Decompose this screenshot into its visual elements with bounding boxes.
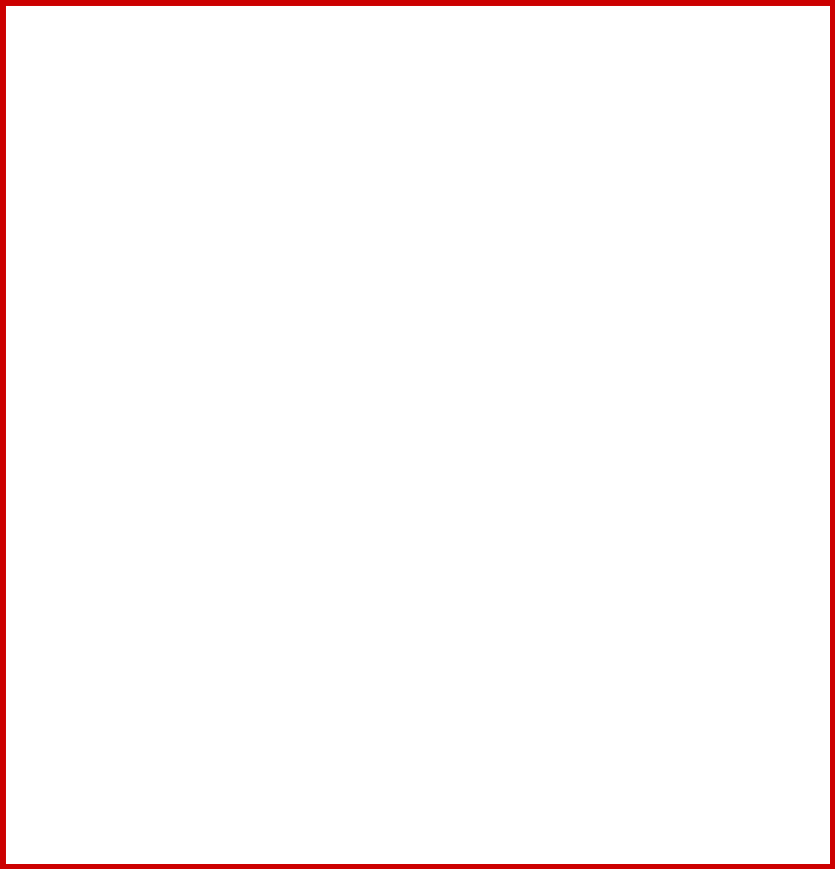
Text: Gemeinsam mit der regionalen Wirtschaft: Gemeinsam mit der regionalen Wirtschaft [349, 749, 598, 762]
Bar [486, 346, 813, 476]
Bar [8, 492, 116, 618]
Bar [486, 70, 813, 200]
Bar [126, 738, 821, 852]
Text: Hochschulübergreifende
Fakultäten: Hochschulübergreifende Fakultäten [48, 463, 76, 647]
Text: Fakultät 4   Architektur und Bauingenieurwesen
(Lausitz Gilly School of Architec: Fakultät 4 Architektur und Bauingenieurw… [271, 512, 676, 542]
Bar [120, 8, 827, 858]
Text: Fakultät 3   Gesundheits- & Sozial-
wesen: Fakultät 3 Gesundheits- & Sozial- wesen [496, 397, 725, 425]
Bar [126, 62, 468, 484]
Bar [478, 12, 821, 58]
Bar [486, 208, 813, 338]
Text: Fakultät 3   Maschinenbau &
Materialwissenschaften: Fakultät 3 Maschinenbau & Materialwissen… [144, 397, 333, 425]
Text: Hochschulübergreifende
Einrichtungen: Hochschulübergreifende Einrichtungen [48, 647, 76, 831]
Text: Fakultät 5 Betriebswirtschaftslehre & Wirtschaftsingenieurwesen
(Lausitz Busines: Fakultät 5 Betriebswirtschaftslehre & Wi… [249, 573, 698, 603]
Text: Fakultät 2   Biotechnologie & Che-
mische Verfahrenstechnik: Fakultät 2 Biotechnologie & Che- mische … [496, 259, 723, 287]
Bar [126, 682, 821, 732]
Text: Lausitz Doktorandenkolleg: Lausitz Doktorandenkolleg [372, 644, 575, 659]
Text: Fakultät 1   Energie- & Umwelttechnik: Fakultät 1 Energie- & Umwelttechnik [144, 129, 397, 142]
Bar [120, 8, 827, 618]
Text: Fakultät 2   Informationstechnologien
& Mathematik: Fakultät 2 Informationstechnologien & Ma… [144, 259, 393, 287]
Bar [478, 62, 821, 484]
Bar [126, 626, 821, 676]
Text: Fakultät 1   Ingenieurwissenschaften
& Informatik: Fakultät 1 Ingenieurwissenschaften & Inf… [496, 121, 740, 149]
Text: BTU Cottbus: BTU Cottbus [229, 25, 365, 44]
Bar [134, 346, 460, 476]
Bar [126, 498, 821, 556]
Bar [120, 620, 827, 858]
Bar [134, 70, 460, 200]
Text: Lausitz-Zentrum für Studierendengewinnung und Studienvorbereitung: Lausitz-Zentrum für Studierendengewinnun… [204, 700, 743, 714]
Text: Lausitz-Zentrum für Weiterbildung
(Lausitz Professional School): Lausitz-Zentrum für Weiterbildung (Lausi… [342, 791, 605, 823]
Bar [134, 208, 460, 338]
Bar [126, 12, 468, 58]
Bar [8, 55, 116, 490]
Bar [8, 620, 116, 858]
Bar [126, 564, 821, 612]
Text: Hochschulspezifische
Fakultäten: Hochschulspezifische Fakultäten [48, 192, 76, 353]
Text: Hochschule Lausitz (FH): Hochschule Lausitz (FH) [517, 25, 782, 44]
